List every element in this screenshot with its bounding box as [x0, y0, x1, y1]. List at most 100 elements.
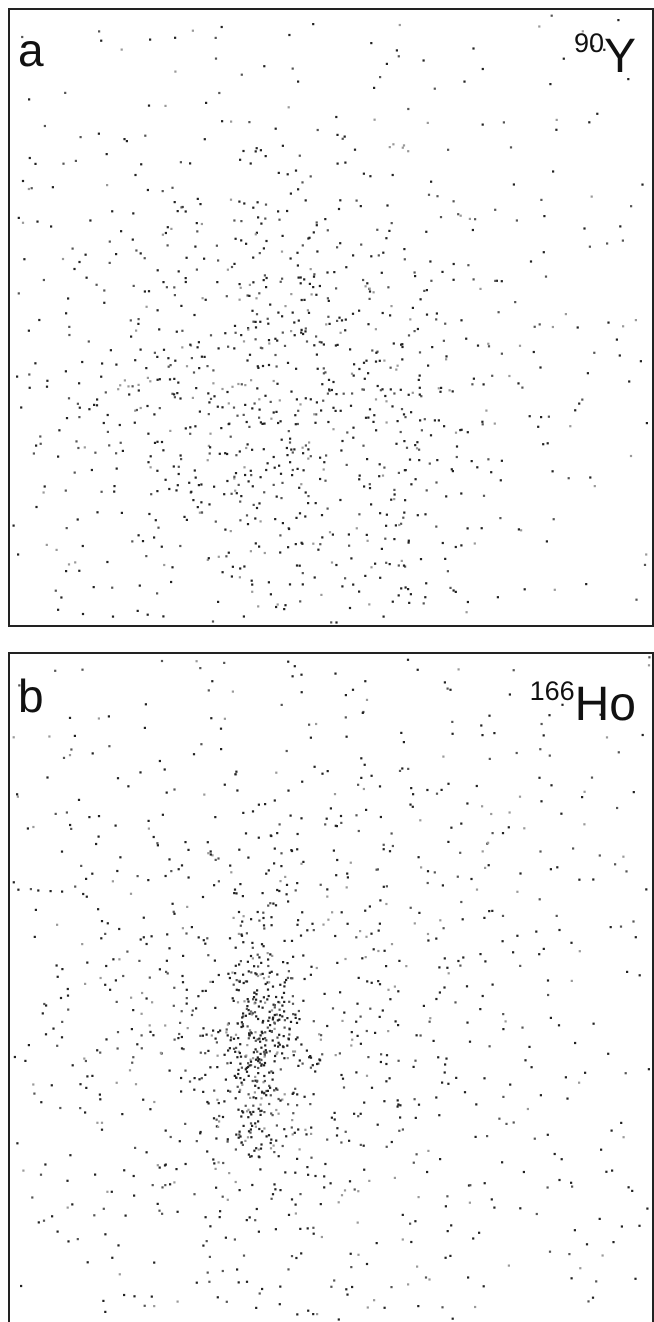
- dot: [433, 419, 436, 422]
- dot: [494, 208, 497, 211]
- dot: [381, 311, 384, 315]
- dot: [274, 1054, 277, 1058]
- dot: [332, 428, 335, 431]
- dot: [126, 950, 129, 953]
- dot: [388, 850, 392, 853]
- dot: [224, 1236, 227, 1239]
- dot: [249, 1128, 252, 1131]
- dot: [413, 922, 416, 925]
- dot: [233, 888, 237, 891]
- dot: [209, 980, 212, 983]
- dot: [255, 506, 259, 510]
- dot: [238, 1133, 241, 1136]
- dot: [355, 1020, 358, 1023]
- dot: [336, 162, 339, 165]
- dot: [267, 994, 270, 998]
- dot: [549, 83, 552, 86]
- dot: [333, 1279, 336, 1282]
- dot: [189, 426, 192, 429]
- dot: [372, 948, 375, 951]
- dot: [263, 1054, 266, 1057]
- dot: [496, 596, 499, 599]
- dot: [414, 1059, 417, 1062]
- dot: [140, 1047, 143, 1050]
- dot: [391, 173, 394, 177]
- dot: [320, 514, 324, 517]
- dot: [297, 1064, 300, 1067]
- dot: [113, 490, 116, 493]
- dot: [417, 1103, 421, 1106]
- dot: [274, 353, 277, 357]
- dot: [107, 715, 110, 718]
- dot: [165, 791, 168, 794]
- dot: [283, 1010, 286, 1013]
- dot: [548, 754, 551, 757]
- dot: [340, 1194, 344, 1197]
- dot: [288, 1033, 291, 1036]
- dot: [260, 1109, 263, 1112]
- dot: [350, 1031, 353, 1034]
- dot: [358, 513, 361, 516]
- dot: [359, 1112, 362, 1115]
- dot: [57, 455, 60, 458]
- dot: [483, 916, 486, 919]
- dot: [257, 1148, 260, 1151]
- dot: [16, 1142, 19, 1145]
- dot: [469, 1184, 472, 1187]
- dot: [74, 159, 77, 162]
- dot: [502, 1095, 505, 1098]
- dot: [262, 996, 265, 999]
- dot: [270, 1070, 273, 1073]
- dot: [526, 1107, 529, 1111]
- dot: [366, 539, 369, 542]
- dot: [286, 1057, 289, 1060]
- dot: [291, 1119, 294, 1122]
- dot: [278, 1303, 281, 1306]
- dot: [250, 1155, 253, 1158]
- dot: [330, 561, 334, 564]
- dot: [517, 528, 520, 531]
- dot: [400, 731, 403, 734]
- dot: [221, 406, 224, 409]
- dot: [242, 1124, 245, 1127]
- isotope-label: 90Y: [574, 28, 636, 83]
- dot: [460, 900, 463, 904]
- dot: [296, 882, 299, 885]
- dot: [382, 615, 385, 618]
- dot: [249, 1096, 252, 1099]
- dot: [173, 912, 176, 915]
- dot: [426, 932, 430, 936]
- dot: [280, 438, 283, 441]
- dot: [320, 1235, 323, 1239]
- dot: [84, 1111, 87, 1114]
- dot: [73, 471, 76, 474]
- dot: [542, 251, 545, 254]
- dot: [216, 1054, 219, 1057]
- dot: [334, 344, 337, 347]
- dot: [173, 286, 176, 289]
- dot: [377, 929, 380, 932]
- dot: [283, 1128, 286, 1131]
- dot: [206, 558, 209, 561]
- dot: [300, 673, 303, 676]
- dot: [439, 1158, 442, 1161]
- dot: [401, 345, 404, 349]
- dot: [286, 454, 289, 457]
- dot: [278, 218, 281, 221]
- dot: [276, 603, 279, 606]
- dot: [452, 278, 455, 281]
- dot: [179, 161, 182, 164]
- dot: [270, 417, 273, 420]
- dot: [337, 207, 341, 211]
- dot: [401, 358, 404, 361]
- dot: [429, 260, 432, 263]
- dot: [341, 1077, 345, 1080]
- dot: [228, 976, 231, 980]
- dot: [519, 964, 522, 967]
- dot: [146, 376, 149, 379]
- dot: [253, 1149, 256, 1152]
- dot: [352, 583, 355, 586]
- dot: [214, 520, 217, 523]
- dot: [216, 405, 219, 408]
- dot: [234, 489, 237, 492]
